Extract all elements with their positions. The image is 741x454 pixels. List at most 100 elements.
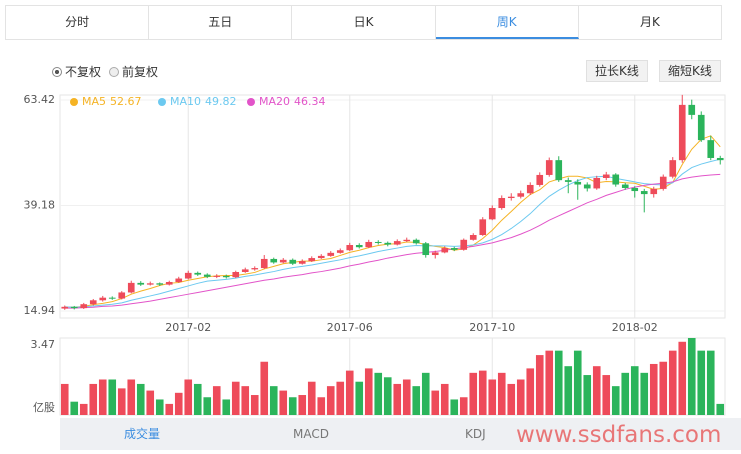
legend-name: MA5: [82, 95, 106, 108]
indicator-tab[interactable]: 成交量: [124, 427, 161, 441]
volume-tick-label: 3.47: [31, 338, 56, 351]
candle-body: [108, 297, 116, 299]
candle-body: [716, 157, 724, 161]
tab[interactable]: 月K: [639, 15, 660, 29]
volume-bar: [649, 363, 658, 415]
volume-bar: [573, 350, 582, 415]
candle-body: [251, 268, 259, 270]
ma-line: [64, 135, 721, 308]
volume-bar: [440, 383, 449, 415]
candle-body: [422, 243, 430, 256]
volume-bar: [383, 377, 392, 415]
tab[interactable]: 五日: [149, 6, 293, 39]
indicator-tab[interactable]: KDJ: [465, 427, 486, 441]
candle-body: [270, 258, 278, 263]
candle-body: [574, 181, 582, 185]
volume-bar: [507, 383, 516, 415]
volume-bar: [117, 388, 126, 415]
volume-bar: [184, 379, 193, 415]
y-tick-label: 14.94: [24, 304, 56, 317]
candle-body: [583, 184, 591, 189]
candle-body: [99, 297, 107, 301]
candle-body: [431, 252, 439, 256]
candle-body: [707, 140, 715, 158]
candle-body: [137, 282, 145, 285]
candle-body: [659, 176, 667, 189]
volume-bar: [421, 372, 430, 415]
tab[interactable]: 日K: [292, 6, 436, 39]
candle-body: [260, 258, 268, 269]
radio-dot: [109, 67, 119, 77]
volume-bar: [355, 381, 364, 415]
tab[interactable]: 周K: [435, 6, 579, 39]
button[interactable]: 缩短K线: [659, 60, 721, 82]
candle-body: [640, 191, 648, 195]
watermark: www.ssdfans.com: [516, 422, 722, 448]
candle-body: [118, 292, 126, 299]
volume-bar: [60, 383, 69, 415]
tab[interactable]: 分时: [6, 6, 150, 39]
volume-bar: [402, 379, 411, 415]
legend-name: MA10: [170, 95, 201, 108]
candle-body: [308, 258, 316, 262]
candle-body: [241, 269, 249, 272]
volume-bar: [535, 355, 544, 415]
volume-bar: [260, 361, 269, 415]
volume-bar: [79, 403, 88, 415]
candle-body: [441, 248, 449, 253]
candle-body: [555, 160, 563, 181]
indicator-tabs: 成交量 MACD KDJ: [60, 418, 741, 450]
volume-unit: 亿股: [33, 401, 55, 414]
candle-body: [393, 241, 401, 245]
candle-body: [336, 250, 344, 253]
candle-body: [479, 219, 487, 236]
volume-bar: [70, 401, 79, 415]
candle-body: [469, 235, 477, 240]
legend-value: 49.82: [205, 95, 237, 108]
candle-body: [279, 259, 287, 263]
candle-body: [165, 282, 173, 285]
candle-body: [697, 114, 705, 141]
volume-bar: [336, 381, 345, 415]
volume-bar: [497, 372, 506, 415]
x-tick-label: 2017-06: [327, 321, 373, 334]
volume-bar: [469, 372, 478, 415]
volume-bar: [611, 386, 620, 415]
volume-bar: [89, 383, 98, 415]
radio[interactable]: 前复权: [109, 64, 158, 80]
volume-bar: [583, 375, 592, 415]
candle-body: [384, 242, 392, 245]
volume-bar: [545, 350, 554, 415]
volume-bar: [554, 350, 563, 415]
radio[interactable]: 不复权: [52, 64, 101, 80]
volume-bar: [668, 350, 677, 415]
candle-body: [678, 104, 686, 161]
candle-body: [403, 239, 411, 242]
volume-bar: [136, 383, 145, 415]
legend-label: MA5 52.67: [82, 95, 142, 108]
volume-frame: [59, 337, 726, 416]
volume-bar: [203, 397, 212, 415]
volume-bar: [678, 341, 687, 415]
volume-bar: [706, 350, 715, 415]
volume-bar: [592, 366, 601, 415]
y-tick-label: 39.18: [24, 198, 56, 211]
indicator-tab[interactable]: MACD: [293, 427, 329, 441]
candle-body: [488, 208, 496, 220]
candle-body: [175, 278, 183, 283]
volume-bar: [697, 350, 706, 415]
candle-body: [298, 261, 306, 264]
candle-body: [365, 241, 373, 248]
volume-bar: [478, 370, 487, 415]
candle-body: [564, 180, 572, 182]
legend-label: MA10 49.82: [170, 95, 237, 108]
volume-bar: [488, 379, 497, 415]
candle-body: [631, 188, 639, 192]
ma-line: [64, 173, 721, 309]
candle-body: [289, 259, 297, 264]
volume-bar: [317, 397, 326, 415]
candle-body: [498, 198, 506, 209]
volume-bar: [288, 397, 297, 415]
button[interactable]: 拉长K线: [586, 60, 648, 82]
